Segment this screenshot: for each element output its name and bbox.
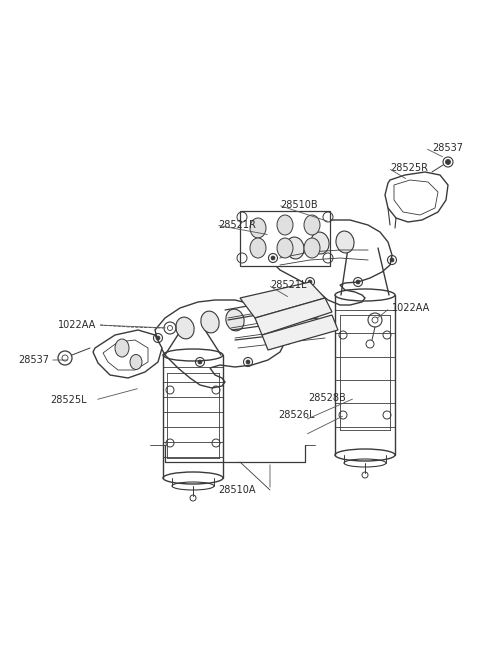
Circle shape	[356, 280, 360, 284]
Text: 28510B: 28510B	[280, 200, 318, 210]
Circle shape	[271, 256, 275, 260]
Circle shape	[308, 280, 312, 284]
Circle shape	[285, 338, 289, 342]
Circle shape	[168, 326, 172, 331]
Ellipse shape	[277, 215, 293, 235]
Circle shape	[390, 258, 394, 262]
Text: 28521R: 28521R	[218, 220, 256, 230]
Ellipse shape	[277, 238, 293, 258]
Ellipse shape	[304, 238, 320, 258]
Ellipse shape	[286, 237, 304, 259]
Circle shape	[445, 160, 451, 164]
Text: 1022AA: 1022AA	[392, 303, 430, 313]
Ellipse shape	[201, 311, 219, 333]
Polygon shape	[385, 172, 448, 222]
Circle shape	[156, 336, 160, 340]
Text: 28525R: 28525R	[390, 163, 428, 173]
Ellipse shape	[250, 238, 266, 258]
Polygon shape	[268, 220, 392, 305]
Text: 28537: 28537	[18, 355, 49, 365]
Polygon shape	[155, 300, 285, 388]
Ellipse shape	[130, 354, 142, 369]
Circle shape	[62, 355, 68, 361]
Polygon shape	[262, 315, 338, 350]
Text: 28528B: 28528B	[308, 393, 346, 403]
Circle shape	[198, 360, 202, 364]
Ellipse shape	[176, 317, 194, 339]
Polygon shape	[240, 282, 325, 318]
Text: 28521L: 28521L	[270, 280, 307, 290]
Polygon shape	[93, 330, 162, 378]
Text: 28525L: 28525L	[50, 395, 86, 405]
Text: 28537: 28537	[432, 143, 463, 153]
Text: 28526L: 28526L	[278, 410, 314, 420]
Ellipse shape	[226, 309, 244, 331]
Polygon shape	[255, 298, 332, 335]
Text: 28510A: 28510A	[218, 485, 255, 495]
Ellipse shape	[250, 218, 266, 238]
Text: 1022AA: 1022AA	[58, 320, 96, 330]
Ellipse shape	[336, 231, 354, 253]
Polygon shape	[240, 210, 330, 265]
Ellipse shape	[115, 339, 129, 357]
Ellipse shape	[304, 215, 320, 235]
Ellipse shape	[311, 232, 329, 254]
Circle shape	[246, 360, 250, 364]
Circle shape	[372, 317, 378, 323]
